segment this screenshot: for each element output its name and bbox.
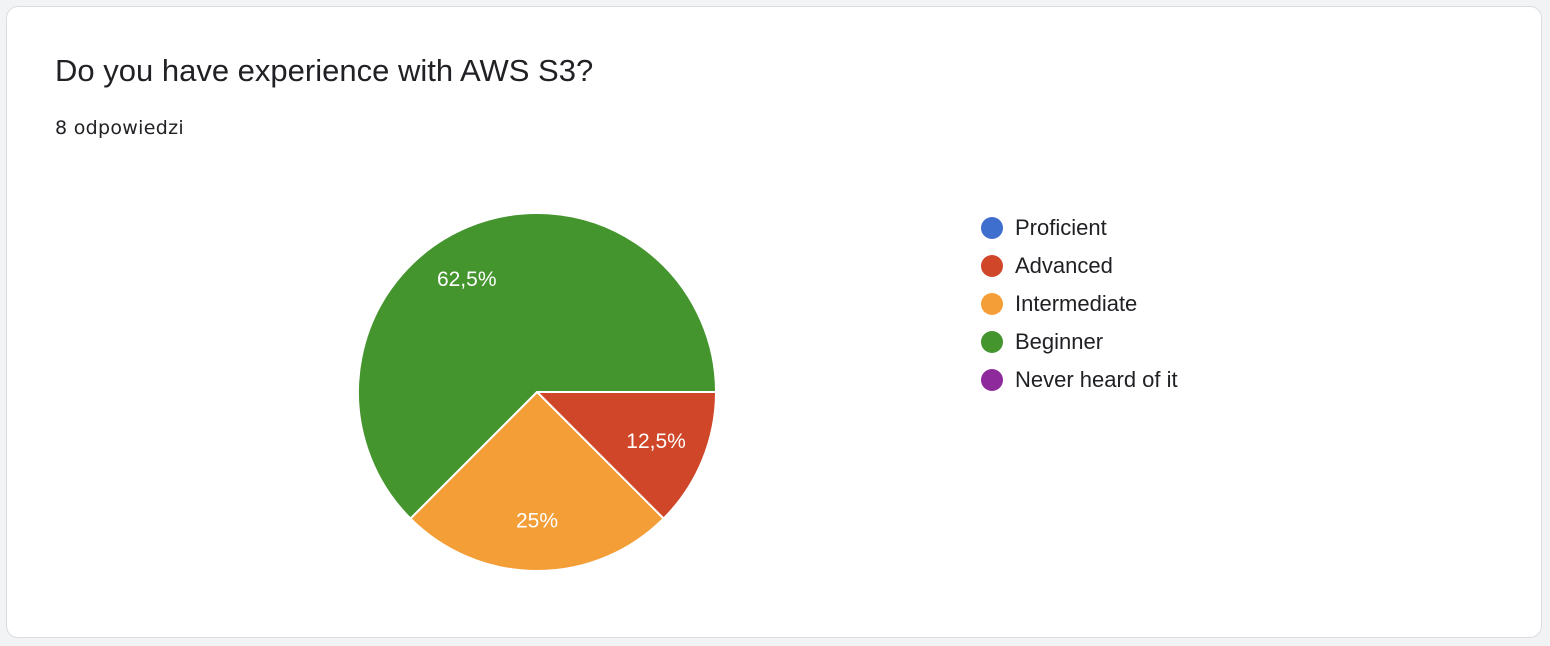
legend-label: Intermediate bbox=[1015, 291, 1138, 316]
pie-slice-label: 62,5% bbox=[437, 268, 497, 291]
legend-item[interactable]: Advanced bbox=[981, 247, 1178, 285]
legend-label: Advanced bbox=[1015, 253, 1113, 278]
legend-item[interactable]: Never heard of it bbox=[981, 361, 1178, 399]
legend-swatch-icon bbox=[981, 217, 1003, 239]
chart-legend: Proficient Advanced Intermediate Beginner Ne… bbox=[981, 209, 1178, 399]
response-count: 8 odpowiedzi bbox=[55, 117, 184, 139]
legend-item[interactable]: Intermediate bbox=[981, 285, 1178, 323]
pie-chart: 12,5% 25% 62,5% bbox=[357, 212, 718, 572]
legend-swatch-icon bbox=[981, 255, 1003, 277]
pie-slice-beginner[interactable] bbox=[357, 212, 718, 520]
pie-slice-labels: 12,5% 25% 62,5% bbox=[437, 268, 686, 532]
legend-swatch-icon bbox=[981, 331, 1003, 353]
question-title: Do you have experience with AWS S3? bbox=[55, 53, 594, 88]
chart-card: Do you have experience with AWS S3? 8 od… bbox=[6, 6, 1542, 638]
pie-slice-advanced[interactable] bbox=[534, 391, 718, 520]
legend-label: Never heard of it bbox=[1015, 367, 1178, 392]
legend-item[interactable]: Proficient bbox=[981, 209, 1178, 247]
pie-slice-label: 12,5% bbox=[626, 430, 686, 453]
legend-item[interactable]: Beginner bbox=[981, 323, 1178, 361]
legend-swatch-icon bbox=[981, 369, 1003, 391]
legend-label: Beginner bbox=[1015, 329, 1104, 354]
pie-slices bbox=[357, 212, 718, 572]
pie-slice-intermediate[interactable] bbox=[409, 390, 665, 572]
legend-label: Proficient bbox=[1015, 215, 1107, 240]
legend-swatch-icon bbox=[981, 293, 1003, 315]
pie-slice-label: 25% bbox=[516, 509, 558, 532]
